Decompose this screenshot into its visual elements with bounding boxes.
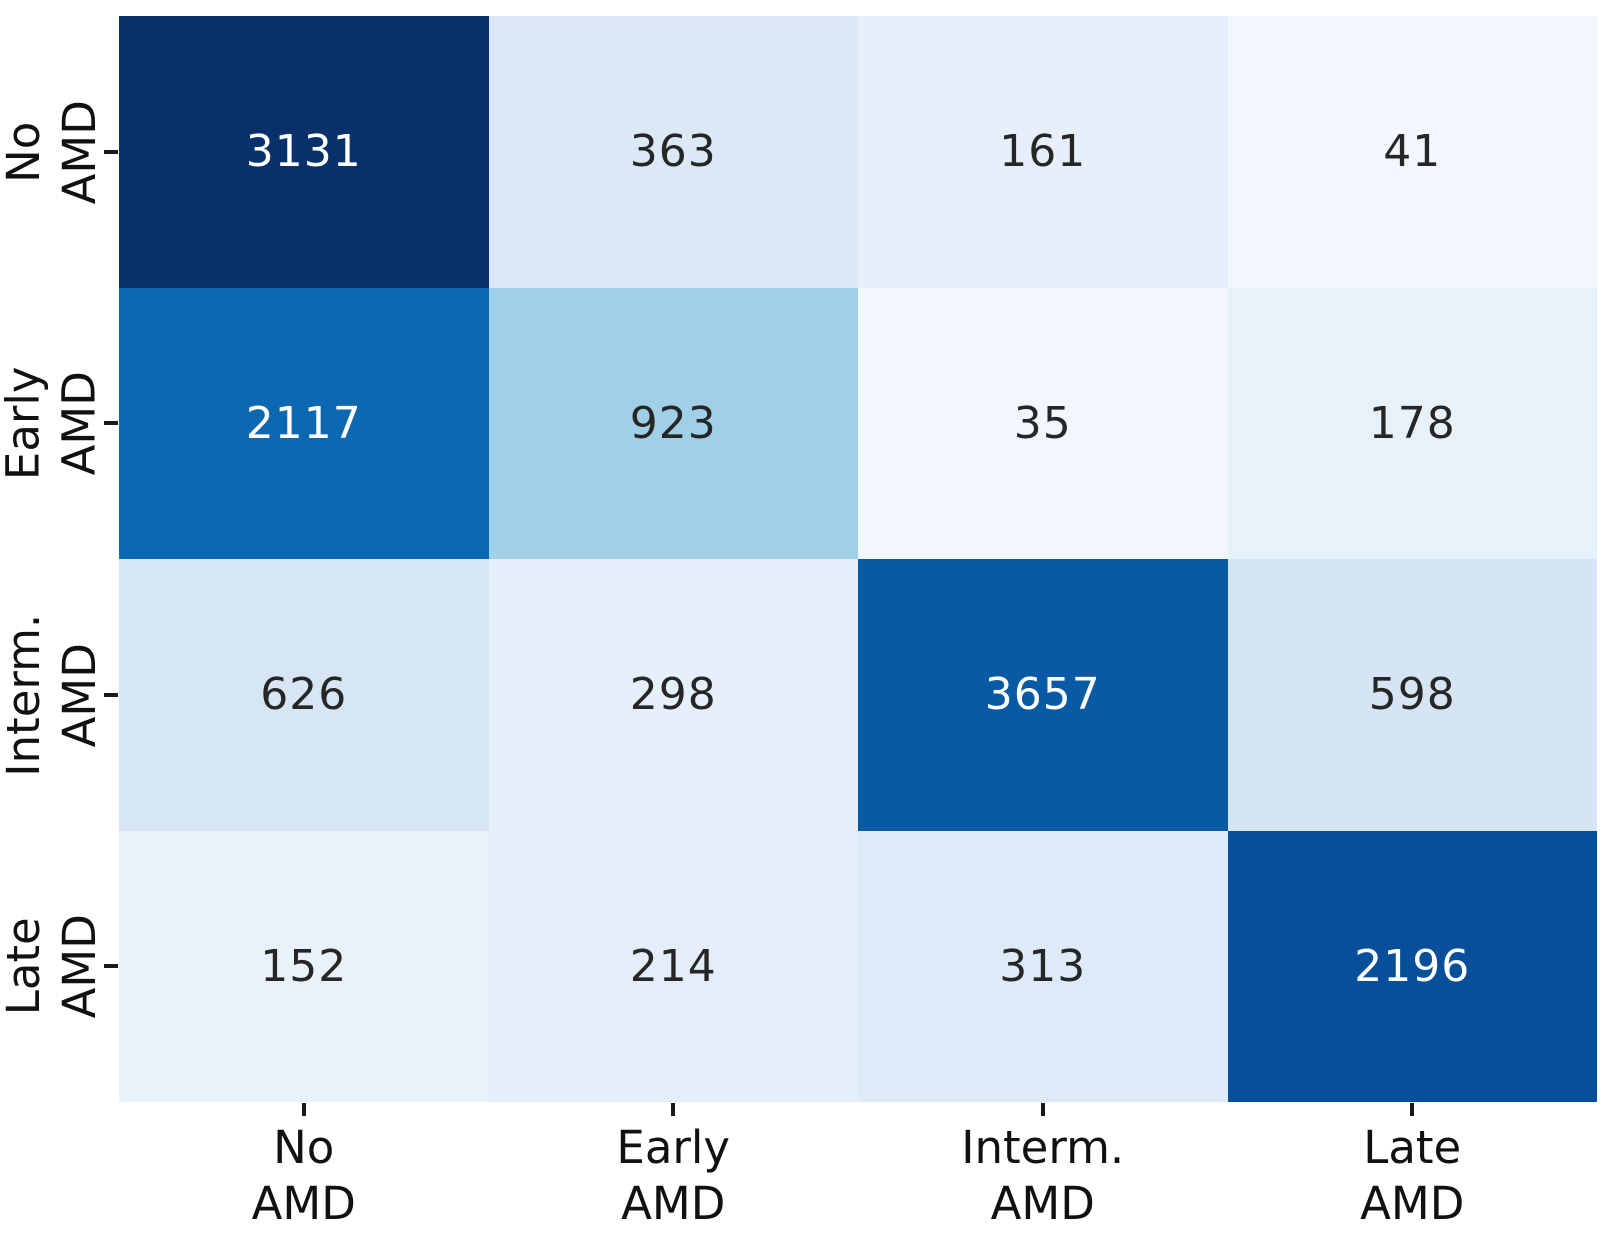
- x-tick-label-line: No: [273, 1121, 335, 1174]
- y-axis-label-no-amd: No AMD: [0, 16, 106, 288]
- heatmap-cell: 214: [488, 830, 858, 1102]
- heatmap-cell: 313: [858, 830, 1228, 1102]
- x-axis-label-early-amd: Early AMD: [489, 1120, 859, 1233]
- y-tick-label-line: No: [0, 121, 50, 183]
- heatmap-cell: 363: [488, 16, 858, 288]
- y-axis-tick: [104, 149, 118, 154]
- y-tick-label-line: Late: [0, 917, 50, 1016]
- y-axis-label-interm-amd: Interm. AMD: [0, 559, 106, 831]
- x-axis-tick: [1410, 1103, 1415, 1116]
- heatmap-grid: 3131 363 161 41 2117 923 35 178 626 298 …: [119, 16, 1597, 1102]
- heatmap-cell: 161: [858, 16, 1228, 288]
- heatmap-cell: 3657: [858, 559, 1228, 831]
- y-axis-tick: [104, 421, 118, 426]
- heatmap-cell: 298: [488, 559, 858, 831]
- x-tick-label-line: AMD: [1360, 1177, 1465, 1231]
- x-axis-tick: [301, 1103, 306, 1116]
- y-axis-tick: [104, 692, 118, 697]
- heatmap-cell: 626: [119, 559, 489, 831]
- x-axis-label-no-amd: No AMD: [119, 1120, 489, 1233]
- x-tick-label-line: Late: [1363, 1121, 1462, 1174]
- heatmap-cell: 41: [1227, 16, 1597, 288]
- heatmap-cell: 598: [1227, 559, 1597, 831]
- y-tick-label-line: AMD: [53, 642, 107, 747]
- x-tick-label-line: AMD: [990, 1177, 1095, 1231]
- y-tick-label-line: Interm.: [0, 613, 50, 777]
- y-axis-label-early-amd: Early AMD: [0, 288, 106, 560]
- x-axis-tick: [1040, 1103, 1045, 1116]
- heatmap-cell: 2196: [1227, 830, 1597, 1102]
- x-tick-label-line: AMD: [251, 1177, 356, 1231]
- x-tick-label-line: AMD: [621, 1177, 726, 1231]
- heatmap-cell: 2117: [119, 287, 489, 559]
- x-tick-label-line: Interm.: [961, 1121, 1125, 1174]
- heatmap-cell: 178: [1227, 287, 1597, 559]
- y-tick-label-line: Early: [0, 366, 50, 481]
- x-tick-label-line: Early: [616, 1121, 731, 1174]
- y-tick-label-line: AMD: [53, 99, 107, 204]
- y-axis-label-late-amd: Late AMD: [0, 831, 106, 1103]
- y-axis-tick: [104, 964, 118, 969]
- x-axis-label-interm-amd: Interm. AMD: [858, 1120, 1228, 1233]
- heatmap-cell: 923: [488, 287, 858, 559]
- heatmap-cell: 152: [119, 830, 489, 1102]
- heatmap-cell: 3131: [119, 16, 489, 288]
- y-tick-label-line: AMD: [53, 914, 107, 1019]
- heatmap-cell: 35: [858, 287, 1228, 559]
- x-axis-tick: [671, 1103, 676, 1116]
- y-tick-label-line: AMD: [53, 371, 106, 476]
- x-axis-label-late-amd: Late AMD: [1228, 1120, 1598, 1233]
